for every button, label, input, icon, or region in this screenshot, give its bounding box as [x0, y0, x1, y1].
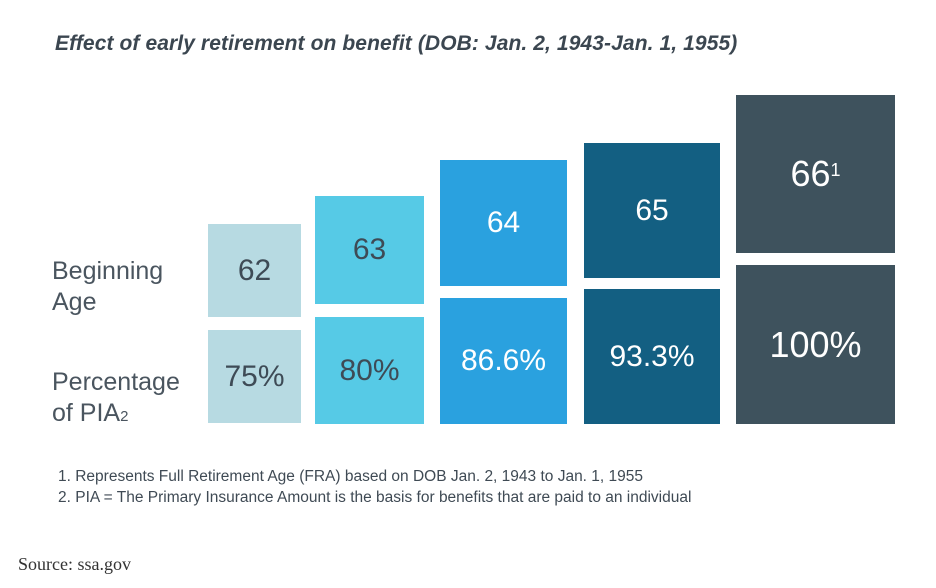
row-label-age-line2: Age: [52, 288, 97, 316]
row-label-percentage-of-pia: Percentage of PIA2: [52, 367, 180, 432]
age-label-64: 64: [486, 206, 521, 239]
footnote-2: 2. PIA = The Primary Insurance Amount is…: [58, 489, 692, 506]
age-66-footnote-marker: 1: [830, 160, 841, 180]
percent-label-62: 75%: [224, 359, 285, 393]
row-label-age-line1: Beginning: [52, 257, 164, 285]
chart-title: Effect of early retirement on benefit (D…: [55, 32, 738, 55]
percent-box-62: 75%: [208, 330, 301, 423]
age-label-62: 62: [237, 253, 272, 287]
percent-label-65: 93.3%: [609, 339, 695, 373]
percent-label-66: 100%: [769, 323, 862, 365]
footnotes: 1. Represents Full Retirement Age (FRA) …: [58, 466, 691, 508]
percent-label-64: 86.6%: [460, 344, 547, 377]
percent-box-65: 93.3%: [584, 289, 720, 424]
age-box-63: 63: [315, 196, 424, 304]
age-label-66: 661: [790, 153, 841, 194]
age-label-63: 63: [352, 233, 387, 266]
percent-box-64: 86.6%: [440, 298, 567, 424]
percent-box-63: 80%: [315, 317, 424, 424]
age-box-65: 65: [584, 143, 720, 278]
age-label-65: 65: [635, 193, 669, 227]
age-box-62: 62: [208, 224, 301, 317]
age-box-64: 64: [440, 160, 567, 286]
row-label-pct-line2: of PIA2: [52, 399, 129, 427]
row-label-beginning-age: Beginning Age: [52, 256, 163, 318]
row-label-pct-line1: Percentage: [52, 368, 180, 396]
footnote-1: 1. Represents Full Retirement Age (FRA) …: [58, 468, 644, 485]
percent-label-63: 80%: [339, 353, 400, 387]
source-credit: Source: ssa.gov: [18, 554, 131, 574]
row-label-pct-footnote-marker: 2: [120, 408, 129, 425]
age-box-66: 661: [736, 95, 895, 253]
percent-box-66: 100%: [736, 265, 895, 424]
